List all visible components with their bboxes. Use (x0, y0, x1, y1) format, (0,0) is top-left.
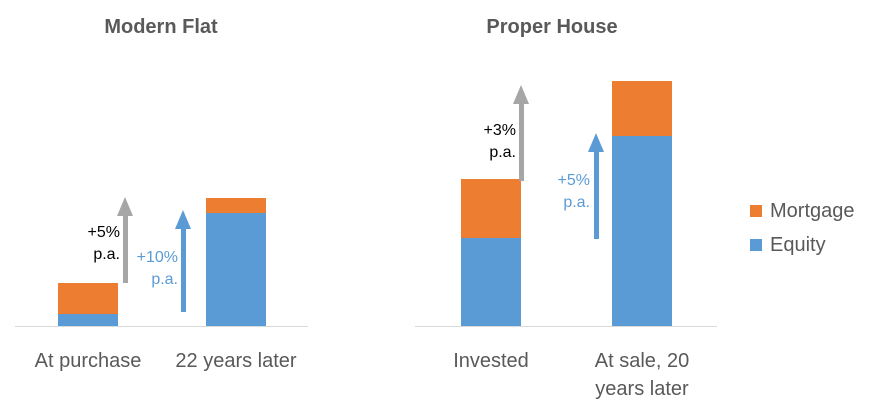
bar-segment-equity (461, 238, 521, 326)
growth-annotation-line: +3% (483, 122, 516, 139)
legend-label-equity: Equity (770, 233, 826, 256)
bar-segment-equity (58, 314, 118, 326)
x-axis-line (415, 326, 717, 327)
chart-title-modern-flat: Modern Flat (104, 16, 218, 38)
mortgage-swatch-icon (750, 205, 762, 217)
bar-segment-equity (612, 136, 672, 326)
chart-title-proper-house: Proper House (486, 16, 618, 38)
legend: Mortgage Equity (750, 199, 855, 267)
growth-annotation-line: +10% (136, 249, 178, 266)
bar-segment-mortgage (612, 81, 672, 136)
category-label: Invested (453, 350, 529, 372)
growth-annotation-line: p.a. (489, 144, 516, 161)
legend-item-mortgage: Mortgage (750, 199, 855, 223)
x-axis-line (15, 326, 308, 327)
legend-item-equity: Equity (750, 233, 855, 257)
bar-segment-mortgage (206, 198, 266, 213)
category-label: At sale, 20 years later (594, 350, 690, 400)
bar-segment-equity (206, 213, 266, 326)
bar-segment-mortgage (461, 179, 521, 238)
up-arrow-shaft (122, 214, 128, 283)
growth-annotation: +3% p.a. (484, 120, 516, 164)
growth-annotation: +5% p.a. (558, 170, 590, 214)
up-arrow-shaft (180, 227, 186, 312)
legend-label-mortgage: Mortgage (770, 199, 855, 222)
category-label: At purchase (34, 350, 142, 372)
growth-annotation: +10% p.a. (137, 247, 178, 291)
up-arrow-icon (117, 197, 133, 216)
equity-swatch-icon (750, 239, 762, 251)
growth-annotation-line: p.a. (151, 271, 178, 288)
growth-annotation-line: p.a. (93, 246, 120, 263)
growth-annotation-line: +5% (87, 224, 120, 241)
up-arrow-icon (588, 133, 604, 152)
growth-annotation: +5% p.a. (88, 222, 120, 266)
growth-annotation-line: p.a. (563, 194, 590, 211)
bar-segment-mortgage (58, 283, 118, 314)
up-arrow-icon (513, 85, 529, 104)
category-label: 22 years later (175, 350, 297, 372)
up-arrow-shaft (518, 102, 524, 181)
growth-annotation-line: +5% (557, 172, 590, 189)
up-arrow-shaft (593, 150, 599, 239)
up-arrow-icon (175, 210, 191, 229)
